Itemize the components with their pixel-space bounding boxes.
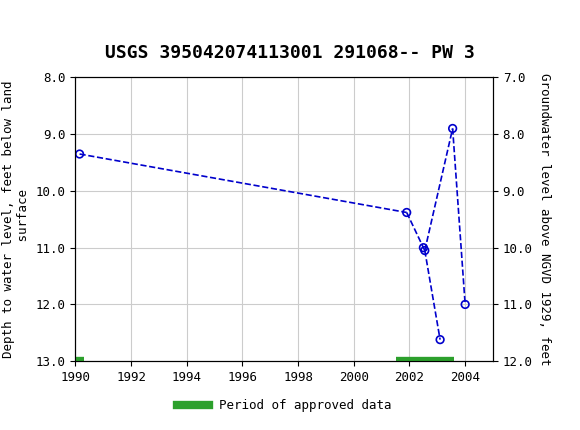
Point	[419, 244, 428, 251]
Point	[448, 125, 457, 132]
Y-axis label: Groundwater level above NGVD 1929, feet: Groundwater level above NGVD 1929, feet	[538, 73, 551, 366]
Point	[436, 336, 445, 343]
Legend: Period of approved data: Period of approved data	[172, 394, 396, 418]
Point	[75, 150, 84, 157]
Text: USGS 395042074113001 291068-- PW 3: USGS 395042074113001 291068-- PW 3	[105, 44, 475, 62]
Point	[461, 301, 470, 308]
Y-axis label: Depth to water level, feet below land
 surface: Depth to water level, feet below land su…	[2, 80, 30, 358]
Text: ╳USGS: ╳USGS	[12, 11, 86, 40]
Point	[402, 209, 411, 216]
Point	[420, 247, 429, 254]
